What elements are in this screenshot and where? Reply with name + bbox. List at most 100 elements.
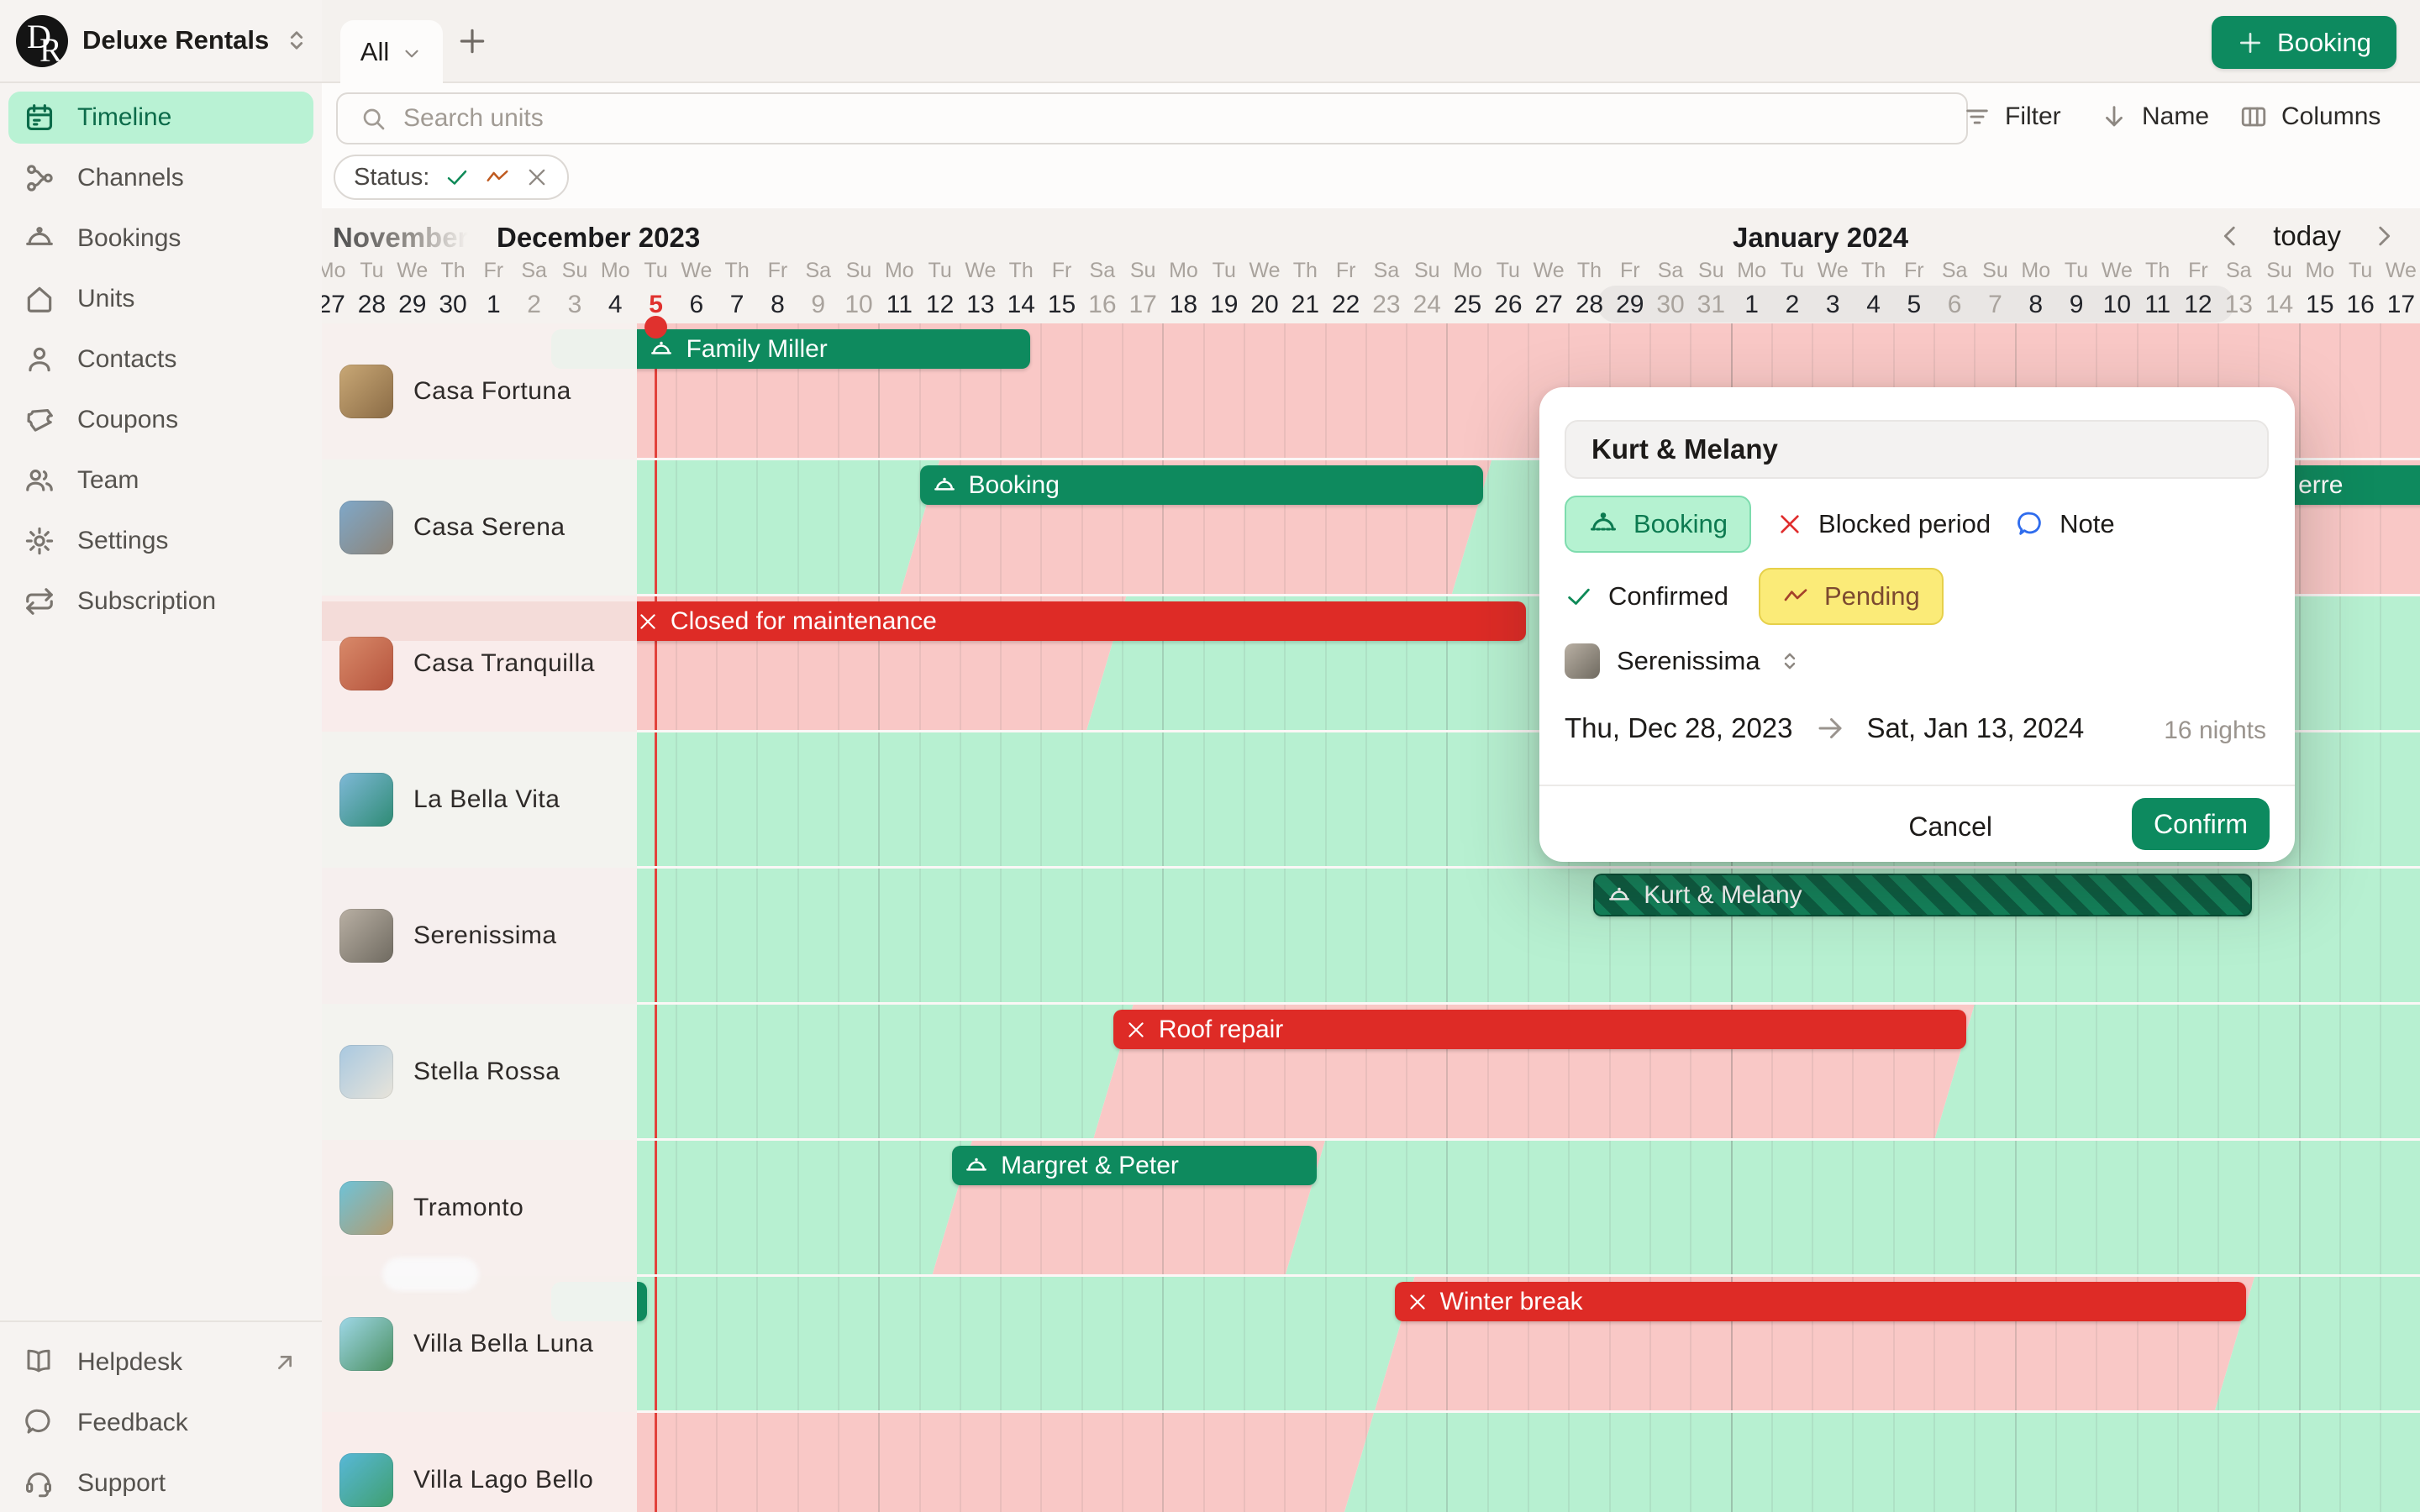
- date-label[interactable]: 6: [689, 291, 704, 318]
- sidebar-item-team[interactable]: Team: [8, 450, 313, 511]
- type-booking-chip[interactable]: Booking: [1565, 496, 1752, 553]
- date-label[interactable]: 14: [2265, 291, 2294, 318]
- date-label[interactable]: 7: [1988, 291, 2002, 318]
- sidebar-item-helpdesk[interactable]: Helpdesk: [8, 1332, 313, 1393]
- date-label[interactable]: 9: [811, 291, 826, 318]
- date-label[interactable]: 25: [1453, 291, 1482, 318]
- date-label[interactable]: 3: [1825, 291, 1840, 318]
- add-tab-button[interactable]: [456, 25, 488, 57]
- unit-name[interactable]: Casa Serena: [413, 513, 566, 541]
- date-label[interactable]: 9: [2069, 291, 2084, 318]
- date-label[interactable]: 22: [1331, 291, 1360, 318]
- unit-row[interactable]: Casa Tranquilla: [322, 596, 637, 732]
- date-label[interactable]: 7: [729, 291, 744, 318]
- cancel-button[interactable]: Cancel: [1908, 811, 1992, 842]
- date-label[interactable]: 16: [1088, 291, 1117, 318]
- date-label[interactable]: 24: [1413, 291, 1441, 318]
- today-button[interactable]: today: [2273, 220, 2341, 251]
- date-label[interactable]: 3: [567, 291, 582, 318]
- status-confirmed-option[interactable]: Confirmed: [1565, 581, 1728, 612]
- status-filter-chip[interactable]: Status:: [334, 155, 570, 200]
- timeline-bar-roof-repair[interactable]: Roof repair: [1113, 1010, 1967, 1049]
- sidebar-item-bookings[interactable]: Bookings: [8, 208, 313, 269]
- timeline-bar-booking[interactable]: Booking: [919, 465, 1484, 505]
- date-label[interactable]: 11: [886, 291, 913, 318]
- date-label[interactable]: 13: [2224, 291, 2253, 318]
- date-label[interactable]: 8: [2028, 291, 2044, 318]
- date-label[interactable]: 20: [1250, 291, 1279, 318]
- unit-name[interactable]: Casa Fortuna: [413, 377, 571, 405]
- date-label[interactable]: 1: [487, 291, 501, 318]
- prev-icon[interactable]: [2216, 222, 2244, 250]
- date-label[interactable]: 31: [1697, 291, 1726, 318]
- unit-row[interactable]: Stella Rossa: [322, 1004, 637, 1140]
- date-label[interactable]: 18: [1169, 291, 1198, 318]
- checkout-date[interactable]: Sat, Jan 13, 2024: [1866, 712, 2085, 743]
- date-label[interactable]: 28: [1575, 291, 1604, 318]
- date-label[interactable]: 23: [1372, 291, 1401, 318]
- unit-name[interactable]: Villa Bella Luna: [413, 1330, 594, 1357]
- unit-name[interactable]: Serenissima: [413, 921, 557, 949]
- date-label[interactable]: 29: [398, 291, 427, 318]
- guest-name-input[interactable]: Kurt & Melany: [1565, 420, 2269, 479]
- date-label[interactable]: 5: [649, 291, 663, 318]
- timeline-bar-margret-peter[interactable]: Margret & Peter: [952, 1146, 1318, 1185]
- new-booking-button[interactable]: Booking: [2211, 16, 2396, 69]
- next-icon[interactable]: [2370, 222, 2398, 250]
- org-switch-icon[interactable]: [282, 26, 311, 55]
- date-label[interactable]: 14: [1007, 291, 1035, 318]
- status-pending-chip[interactable]: Pending: [1759, 568, 1944, 625]
- confirm-button[interactable]: Confirm: [2132, 798, 2270, 850]
- timeline-bar-kurt-melany[interactable]: Kurt & Melany: [1593, 874, 2252, 916]
- unit-name[interactable]: Villa Lago Bello: [413, 1466, 594, 1494]
- date-label[interactable]: 30: [439, 291, 467, 318]
- date-label[interactable]: 30: [1656, 291, 1685, 318]
- date-label[interactable]: 13: [966, 291, 995, 318]
- sidebar-item-coupons[interactable]: Coupons: [8, 390, 313, 450]
- unit-row[interactable]: La Bella Vita: [322, 732, 637, 868]
- sort-button[interactable]: Name: [2100, 92, 2209, 141]
- date-label[interactable]: 8: [771, 291, 785, 318]
- date-label[interactable]: 27: [322, 291, 345, 318]
- date-label[interactable]: 2: [1785, 291, 1800, 318]
- sidebar-item-channels[interactable]: Channels: [8, 148, 313, 208]
- unit-name[interactable]: Tramonto: [413, 1194, 524, 1221]
- date-label[interactable]: 17: [2386, 291, 2416, 318]
- date-label[interactable]: 17: [1128, 291, 1157, 318]
- unit-name[interactable]: La Bella Vita: [413, 785, 560, 813]
- sidebar-item-contacts[interactable]: Contacts: [8, 329, 313, 390]
- date-label[interactable]: 1: [1744, 291, 1759, 318]
- date-label[interactable]: 4: [1866, 291, 1881, 318]
- date-label[interactable]: 21: [1291, 291, 1320, 318]
- tab-all[interactable]: All: [340, 20, 443, 83]
- date-label[interactable]: 16: [2346, 291, 2375, 318]
- unit-name[interactable]: Casa Tranquilla: [413, 649, 595, 677]
- sidebar-item-subscription[interactable]: Subscription: [8, 571, 313, 632]
- checkin-date[interactable]: Thu, Dec 28, 2023: [1565, 712, 1793, 743]
- sidebar-item-settings[interactable]: Settings: [8, 511, 313, 571]
- unit-row[interactable]: Casa Fortuna: [322, 323, 637, 459]
- date-label[interactable]: 18: [2417, 291, 2420, 319]
- date-label[interactable]: 28: [357, 291, 387, 318]
- unit-row[interactable]: Tramonto: [322, 1140, 637, 1276]
- sidebar-item-timeline[interactable]: Timeline: [8, 92, 313, 144]
- date-label[interactable]: 15: [1047, 291, 1076, 318]
- date-label[interactable]: 6: [1947, 291, 1962, 318]
- sidebar-item-units[interactable]: Units: [8, 269, 313, 329]
- unit-row[interactable]: Villa Lago Bello: [322, 1412, 637, 1512]
- date-label[interactable]: 29: [1616, 291, 1644, 318]
- search-input[interactable]: Search units: [336, 92, 1968, 144]
- type-note-option[interactable]: Note: [2016, 509, 2115, 539]
- sidebar-item-support[interactable]: Support: [8, 1453, 313, 1512]
- unit-row[interactable]: Villa Bella Luna: [322, 1257, 637, 1412]
- date-label[interactable]: 26: [1494, 291, 1523, 318]
- type-blocked-option[interactable]: Blocked period: [1776, 509, 1991, 539]
- remove-filter-icon[interactable]: [525, 165, 549, 189]
- filter-button[interactable]: Filter: [1963, 92, 2061, 141]
- unit-name[interactable]: Stella Rossa: [413, 1058, 560, 1085]
- date-label[interactable]: 4: [608, 291, 623, 318]
- date-label[interactable]: 2: [527, 291, 541, 318]
- date-label[interactable]: 12: [925, 291, 955, 318]
- date-label[interactable]: 11: [2144, 291, 2171, 318]
